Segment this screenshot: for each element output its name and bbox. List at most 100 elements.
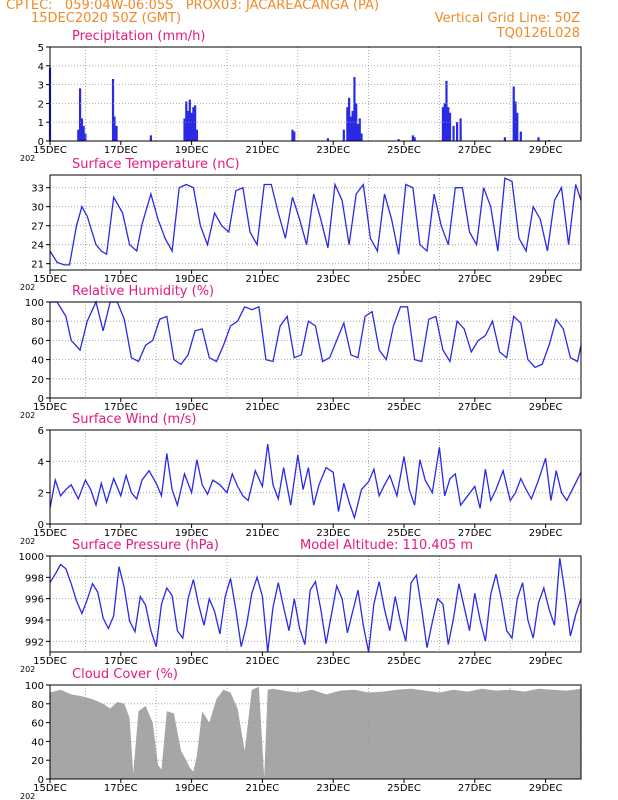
- x-tick-label: 19DEC: [175, 528, 209, 539]
- year-stub: 202: [20, 792, 35, 800]
- y-tick-label: 60: [31, 336, 44, 347]
- precip-bar: [195, 129, 199, 141]
- y-tick-label: 994: [25, 616, 44, 627]
- x-tick-label: 29DEC: [529, 402, 563, 413]
- y-tick-label: 20: [31, 375, 44, 386]
- panel-frame: [49, 555, 582, 653]
- precip-bar: [358, 118, 361, 141]
- precip-bar: [192, 107, 195, 141]
- y-tick-label: 6: [38, 426, 44, 437]
- precip-bar: [397, 139, 400, 141]
- precip-bar: [348, 97, 351, 141]
- precip-bar: [185, 101, 188, 141]
- x-tick-label: 15DEC: [33, 145, 67, 156]
- x-tick-label: 29DEC: [529, 274, 563, 285]
- x-tick-label: 27DEC: [458, 402, 492, 413]
- x-tick-label: 25DEC: [387, 145, 421, 156]
- y-tick-label: 100: [25, 298, 44, 309]
- precip-bar: [512, 86, 515, 141]
- x-tick-label: 25DEC: [387, 274, 421, 285]
- precip-bar: [80, 118, 83, 141]
- x-tick-label: 25DEC: [387, 402, 421, 413]
- precip-bar: [411, 135, 414, 141]
- precip-bar: [183, 118, 186, 141]
- y-tick-label: 27: [31, 222, 44, 233]
- panel-annotation: Model Altitude: 110.405 m: [300, 538, 473, 553]
- x-tick-label: 27DEC: [458, 145, 492, 156]
- precip-bar: [456, 122, 459, 141]
- y-tick-label: 0: [38, 775, 44, 786]
- wind-line: [49, 444, 582, 520]
- precip-bar: [441, 107, 445, 141]
- x-tick-label: 15DEC: [33, 783, 67, 794]
- y-tick-label: 20: [31, 756, 44, 767]
- y-tick-label: 1: [38, 118, 44, 129]
- x-tick-label: 29DEC: [529, 528, 563, 539]
- panel-frame: [49, 46, 582, 142]
- x-tick-label: 17DEC: [104, 145, 138, 156]
- precip-bar: [353, 77, 356, 141]
- precip-bar: [445, 80, 448, 141]
- precip-bar: [447, 107, 450, 141]
- precip-bar: [113, 116, 116, 141]
- precip-bar: [190, 112, 193, 141]
- panel-frame: [49, 301, 582, 399]
- x-tick-label: 21DEC: [246, 783, 280, 794]
- x-tick-label: 23DEC: [316, 783, 350, 794]
- x-tick-label: 21DEC: [246, 402, 280, 413]
- y-tick-label: 40: [31, 737, 44, 748]
- precip-bar: [111, 78, 115, 141]
- precip-bar: [293, 131, 296, 141]
- panel-wind: [46, 429, 582, 528]
- x-tick-label: 17DEC: [104, 528, 138, 539]
- panel-cloud: [46, 684, 582, 783]
- precip-bar: [443, 103, 446, 141]
- panel-frame: [49, 174, 582, 271]
- x-tick-label: 15DEC: [33, 528, 67, 539]
- x-tick-label: 15DEC: [33, 402, 67, 413]
- x-tick-label: 19DEC: [175, 656, 209, 667]
- panel-title: Surface Pressure (hPa): [72, 538, 219, 553]
- precip-bar: [78, 88, 82, 141]
- y-tick-label: 998: [25, 573, 44, 584]
- year-stub: 202: [20, 283, 35, 292]
- panel-title: Surface Temperature (nC): [72, 157, 240, 172]
- year-stub: 202: [20, 411, 35, 420]
- header-grid-note: Vertical Grid Line: 50Z: [434, 11, 580, 26]
- y-tick-label: 30: [31, 203, 44, 214]
- precip-bar: [291, 129, 294, 141]
- precip-bar: [503, 137, 506, 141]
- precip-bar: [452, 125, 455, 141]
- y-tick-label: 5: [38, 43, 44, 54]
- precip-bar: [459, 118, 462, 141]
- panel-title: Precipitation (mm/h): [72, 29, 205, 44]
- x-tick-label: 27DEC: [458, 783, 492, 794]
- x-tick-label: 21DEC: [246, 274, 280, 285]
- panel-title: Relative Humidity (%): [72, 284, 214, 299]
- x-tick-label: 27DEC: [458, 528, 492, 539]
- x-tick-label: 19DEC: [175, 274, 209, 285]
- y-tick-label: 100: [25, 681, 44, 692]
- x-tick-label: 19DEC: [175, 783, 209, 794]
- precip-bar: [194, 105, 197, 141]
- y-tick-label: 60: [31, 719, 44, 730]
- precip-bar: [77, 129, 80, 141]
- x-tick-label: 27DEC: [458, 656, 492, 667]
- x-tick-label: 25DEC: [387, 528, 421, 539]
- x-tick-label: 29DEC: [529, 145, 563, 156]
- precip-bar: [516, 112, 519, 141]
- temp-line: [49, 177, 582, 266]
- x-tick-label: 23DEC: [316, 528, 350, 539]
- panel-rh: [46, 300, 582, 402]
- x-tick-label: 29DEC: [529, 656, 563, 667]
- y-tick-label: 4: [38, 457, 44, 468]
- precip-bar: [186, 110, 190, 141]
- x-tick-label: 21DEC: [246, 656, 280, 667]
- precip-bar: [356, 124, 360, 141]
- panel-title: Cloud Cover (%): [72, 667, 178, 682]
- y-tick-label: 24: [31, 241, 44, 252]
- panel-precip: [46, 46, 582, 145]
- precip-bar: [326, 138, 329, 141]
- x-tick-label: 23DEC: [316, 274, 350, 285]
